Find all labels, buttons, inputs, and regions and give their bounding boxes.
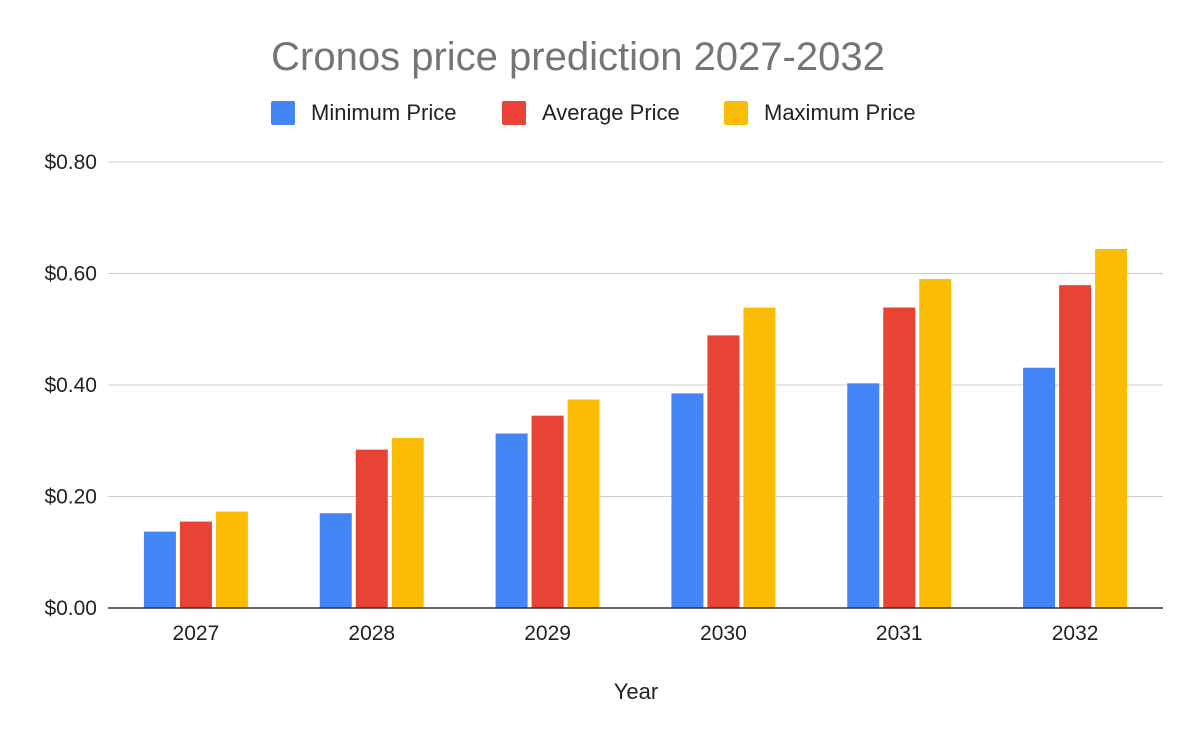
bar-average-price-2027 <box>179 521 212 608</box>
y-tick-label: $0.40 <box>44 374 97 397</box>
bar-average-price-2032 <box>1059 285 1092 608</box>
y-tick-label: $0.20 <box>44 486 97 509</box>
legend: Minimum Price Average Price Maximum Price <box>271 100 916 125</box>
x-tick-label: 2027 <box>173 622 220 645</box>
x-tick-label: 2030 <box>700 622 747 645</box>
legend-label: Minimum Price <box>311 100 456 125</box>
gridlines <box>108 161 1163 497</box>
bar-average-price-2028 <box>355 449 388 608</box>
bar-minimum-price-2031 <box>847 383 880 608</box>
y-tick-label: $0.00 <box>44 597 97 620</box>
legend-label: Average Price <box>542 100 680 125</box>
bar-maximum-price-2032 <box>1095 248 1128 608</box>
bar-average-price-2030 <box>707 335 740 608</box>
legend-swatch <box>502 101 526 125</box>
x-tick-label: 2032 <box>1052 622 1099 645</box>
bar-maximum-price-2031 <box>919 279 952 608</box>
bar-maximum-price-2028 <box>391 437 424 608</box>
y-axis-tick-labels: $0.00 $0.20 $0.40 $0.60 $0.80 <box>44 151 97 620</box>
chart-title: Cronos price prediction 2027-2032 <box>271 35 885 79</box>
bar-minimum-price-2029 <box>495 433 528 608</box>
legend-label: Maximum Price <box>764 100 916 125</box>
x-tick-label: 2029 <box>524 622 571 645</box>
bar-minimum-price-2028 <box>319 513 352 608</box>
bar-maximum-price-2030 <box>743 307 776 608</box>
bar-maximum-price-2029 <box>567 399 600 608</box>
bar-average-price-2031 <box>883 307 916 608</box>
y-tick-label: $0.80 <box>44 151 97 174</box>
bar-minimum-price-2030 <box>671 393 704 608</box>
x-tick-label: 2028 <box>348 622 395 645</box>
bar-minimum-price-2027 <box>143 531 176 608</box>
x-axis-tick-labels: 2027 2028 2029 2030 2031 2032 <box>173 622 1099 645</box>
x-tick-label: 2031 <box>876 622 923 645</box>
bar-minimum-price-2032 <box>1023 367 1056 608</box>
bar-average-price-2029 <box>531 415 564 608</box>
legend-swatch <box>271 101 295 125</box>
bars <box>143 248 1128 608</box>
y-tick-label: $0.60 <box>44 263 97 286</box>
legend-swatch <box>724 101 748 125</box>
bar-maximum-price-2027 <box>215 511 248 608</box>
x-axis-title: Year <box>614 679 658 704</box>
